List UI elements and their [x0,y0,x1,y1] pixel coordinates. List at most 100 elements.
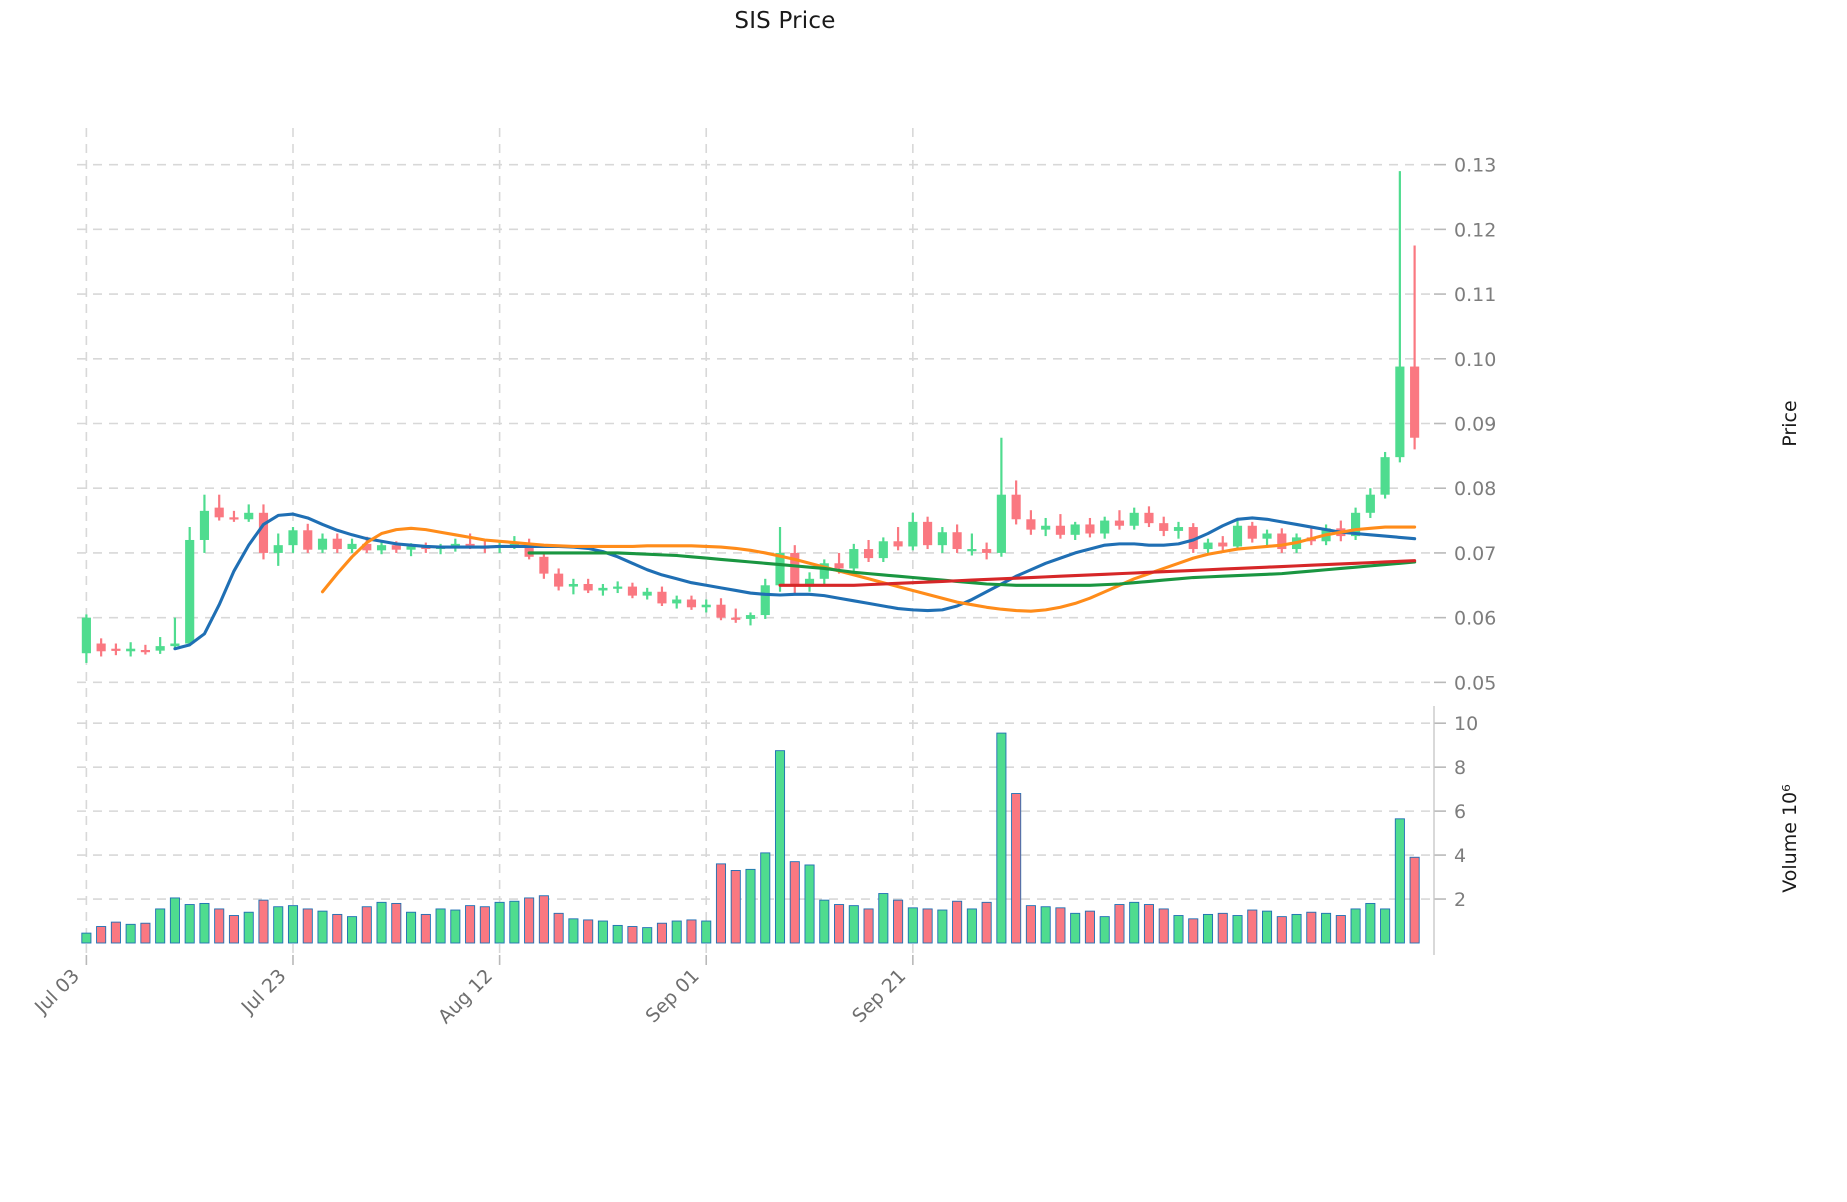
candlestick [524,538,534,560]
tick-label-price: 0.05 [1454,672,1496,694]
tick-label-price: 0.09 [1454,414,1496,436]
volume-bar [155,908,166,944]
candlestick [155,637,165,654]
tick-label-volume: 6 [1454,801,1466,823]
volume-bar [701,920,712,944]
candlestick [1114,510,1125,530]
candlestick [1262,529,1272,547]
candlestick [347,538,357,553]
volume-bar [597,920,608,944]
candlestick [554,568,564,591]
candle-body [96,643,106,652]
candle-body [760,585,770,616]
volume-bar [863,908,874,944]
volume-bar [347,916,358,944]
candle-body [347,543,357,550]
candle-body [1026,519,1036,530]
volume-bar [524,897,535,944]
candlestick [126,642,136,657]
volume-bar [1380,908,1391,944]
candlestick [111,643,121,656]
candlestick [568,578,578,595]
volume-bar [81,932,92,944]
candle-body [819,563,829,579]
candlestick [332,533,342,553]
candle-body [229,517,239,520]
candle-body [1218,542,1228,547]
candlestick [923,516,933,550]
volume-bar [937,909,948,944]
candle-body [126,648,136,652]
volume-bar [1055,907,1066,944]
volume-bar [125,923,136,944]
candle-body [598,587,608,591]
candlestick-series [81,171,1420,663]
volume-bar [1011,793,1022,944]
volume-bar [1040,906,1051,944]
tick-label-volume: 2 [1454,889,1466,911]
candle-body [170,643,180,647]
volume-bar [1409,856,1420,944]
candle-body [1055,525,1065,535]
candle-body [967,549,977,552]
tick-label-date: Jul 03 [30,965,84,1019]
candlestick [258,504,269,560]
volume-bar [302,908,313,944]
candle-body [1011,494,1021,520]
tick-label-volume: 4 [1454,845,1466,867]
candle-body [1041,525,1051,530]
candlestick [317,533,328,553]
candlestick [982,542,992,560]
candlestick [908,512,918,551]
volume-bar [435,908,446,944]
candle-body [332,538,342,550]
volume-bar [804,864,815,944]
volume-bar [893,899,904,944]
volume-bar [966,908,977,944]
candlestick [229,510,239,522]
volume-bar [715,863,727,944]
volume-axis: 2 4 6 8 10 [1433,706,1478,955]
tick-label-price: 0.10 [1454,349,1496,371]
candle-body [1395,366,1405,458]
volume-bar [273,906,284,944]
candle-body [642,591,652,596]
candlestick [672,595,682,609]
volume-bar [184,904,195,944]
volume-bar-series [81,732,1420,944]
candlestick [1159,516,1169,537]
volume-bar [376,901,387,944]
candle-body [1203,542,1213,550]
candle-body [790,552,800,587]
ma-line-ma-short [173,512,1417,651]
candle-body [81,617,91,654]
volume-bar [1025,905,1036,944]
candlestick [1410,245,1420,450]
candlestick [1070,521,1080,540]
candle-body [1380,457,1390,495]
candlestick [1041,517,1051,537]
candle-body [1351,512,1361,537]
volume-bar [391,902,402,944]
volume-bar [287,905,299,944]
ma-line-ma-mid [320,525,1417,613]
candle-body [539,556,549,574]
candlestick [819,559,829,586]
volume-bar [1232,915,1243,944]
candle-body [185,539,195,644]
tick-label-price: 0.06 [1454,608,1496,630]
candle-body [1159,523,1169,531]
volume-bar [509,900,520,944]
volume-bar [169,897,180,944]
candlestick [1395,171,1405,463]
candlestick [627,582,638,599]
candle-body [686,599,697,608]
candle-body [627,586,638,596]
candle-body [568,583,578,587]
candle-body [1188,527,1198,550]
volume-bar [553,912,564,944]
candle-body [450,543,460,547]
candlestick [849,543,859,573]
tick-label-date: Sep 21 [848,965,910,1027]
